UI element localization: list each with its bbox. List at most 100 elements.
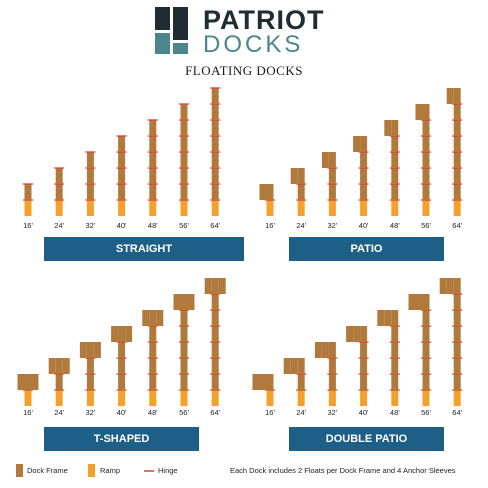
double-patio-size-label: 24' <box>296 408 306 417</box>
straight-size-label: 16' <box>23 221 33 230</box>
patio-frame <box>328 168 336 184</box>
double-patio-size-label: 56' <box>421 408 431 417</box>
t-shaped-size-label: 64' <box>210 408 220 417</box>
t-shaped-frame <box>180 294 188 310</box>
patio-frame <box>453 104 461 120</box>
double-patio-frame <box>422 310 430 326</box>
t-shaped-frame <box>118 374 126 390</box>
t-shaped-frame <box>211 278 219 294</box>
patio-ramp <box>297 200 305 216</box>
patio-frame <box>360 168 368 184</box>
t-shaped-frame <box>149 342 157 358</box>
patio-frame <box>328 184 336 200</box>
t-shaped-ramp <box>86 390 94 406</box>
t-shaped-frame <box>156 310 164 326</box>
patio-frame <box>384 120 392 136</box>
t-shaped-ramp <box>149 390 157 406</box>
patio-frame <box>360 136 368 152</box>
double-patio-frame <box>384 310 392 326</box>
straight-frame <box>180 120 188 136</box>
double-patio-size-label: 64' <box>452 408 462 417</box>
patio-frame <box>297 184 305 200</box>
straight-ramp <box>24 200 32 216</box>
double-patio-size-label: 40' <box>359 408 369 417</box>
patio-frame <box>321 152 329 168</box>
patio-frame <box>360 152 368 168</box>
patio-size-label: 48' <box>390 221 400 230</box>
t-shaped-frame <box>62 358 70 374</box>
straight-frame <box>118 168 126 184</box>
t-shaped-frame <box>118 342 126 358</box>
t-shaped-frame <box>180 358 188 374</box>
patio-frame <box>422 120 430 136</box>
straight-size-label: 64' <box>210 221 220 230</box>
straight-ramp <box>211 200 219 216</box>
double-patio-frame <box>360 374 368 390</box>
double-patio-frame <box>415 294 423 310</box>
straight-frame <box>149 136 157 152</box>
patio-frame <box>297 168 305 184</box>
patio-frame <box>259 184 267 200</box>
double-patio-frame <box>360 326 368 342</box>
double-patio-ramp <box>328 390 336 406</box>
double-patio-frame <box>422 294 430 310</box>
t-shaped-frame <box>173 294 181 310</box>
double-patio-frame <box>353 326 361 342</box>
t-shaped-frame <box>142 310 150 326</box>
double-patio-frame <box>252 374 260 390</box>
straight-frame <box>211 104 219 120</box>
legend-frame-label: Dock Frame <box>27 466 68 475</box>
straight-frame <box>211 120 219 136</box>
straight-size-label: 56' <box>179 221 189 230</box>
patio-frame <box>290 168 298 184</box>
double-patio-size-label: 16' <box>265 408 275 417</box>
double-patio-frame <box>422 342 430 358</box>
logo-icon <box>155 7 188 54</box>
double-patio-frame <box>453 326 461 342</box>
t-shaped-frame <box>211 358 219 374</box>
patio-ramp <box>391 200 399 216</box>
patio-ramp <box>328 200 336 216</box>
double-patio-frame <box>314 342 322 358</box>
straight-frame <box>180 168 188 184</box>
double-patio-frame <box>453 294 461 310</box>
double-patio-frame <box>290 358 298 374</box>
t-shaped-frame <box>149 310 157 326</box>
double-patio-frame <box>391 310 399 326</box>
double-patio-frame <box>360 358 368 374</box>
double-patio-frame <box>391 342 399 358</box>
patio-frame <box>453 152 461 168</box>
double-patio-frame <box>422 358 430 374</box>
t-shaped-frame <box>31 374 39 390</box>
panel-label-patio: PATIO <box>289 237 444 261</box>
double-patio-frame <box>321 342 329 358</box>
legend-frame-swatch <box>16 464 23 477</box>
double-patio-ramp <box>422 390 430 406</box>
patio-frame <box>391 152 399 168</box>
straight-frame <box>211 136 219 152</box>
t-shaped-frame <box>211 310 219 326</box>
double-patio-frame <box>346 326 354 342</box>
patio-frame <box>422 104 430 120</box>
straight-frame <box>86 152 94 168</box>
straight-frame <box>149 152 157 168</box>
brand-name-top: PATRIOT <box>203 5 325 35</box>
t-shaped-frame <box>118 358 126 374</box>
t-shaped-ramp <box>118 390 126 406</box>
double-patio-frame <box>328 358 336 374</box>
t-shaped-frame <box>48 358 56 374</box>
t-shaped-frame <box>187 294 195 310</box>
double-patio-frame <box>453 374 461 390</box>
patio-ramp <box>360 200 368 216</box>
patio-frame <box>422 136 430 152</box>
t-shaped-size-label: 24' <box>54 408 64 417</box>
patio-frame <box>391 136 399 152</box>
t-shaped-frame <box>79 342 87 358</box>
patio-frame <box>353 136 361 152</box>
patio-ramp <box>453 200 461 216</box>
t-shaped-frame <box>211 294 219 310</box>
patio-frame <box>266 184 274 200</box>
legend-note: Each Dock includes 2 Floats per Dock Fra… <box>230 466 456 475</box>
double-patio-frame <box>422 326 430 342</box>
